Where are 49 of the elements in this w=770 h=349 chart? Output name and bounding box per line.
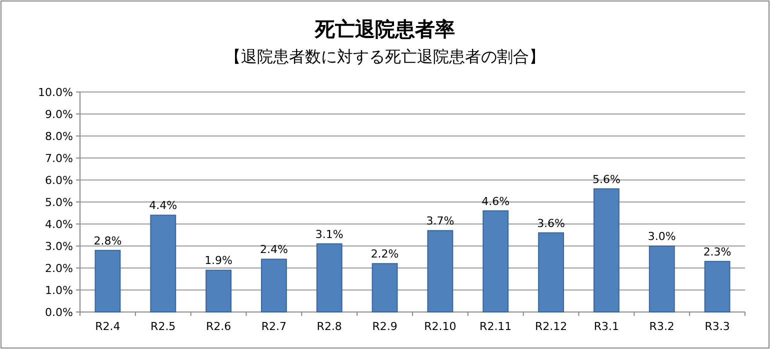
x-tick-label: R2.5 [150, 320, 176, 333]
data-label: 1.9% [204, 254, 233, 268]
y-tick-label: 5.0% [45, 196, 73, 209]
data-label: 3.7% [426, 214, 454, 228]
bar [94, 250, 121, 312]
x-tick-label: R3.3 [704, 320, 730, 333]
bar [372, 263, 398, 312]
data-label: 2.3% [703, 245, 732, 258]
data-label: 3.6% [537, 216, 566, 230]
y-tick-label: 4.0% [45, 218, 73, 231]
y-tick-label: 0.0% [45, 306, 73, 319]
bar [593, 188, 620, 312]
bar [316, 243, 342, 312]
data-label: 5.6% [592, 172, 620, 186]
chart-subtitle: 【退院患者数に対する死亡退院患者の割合】 [225, 47, 545, 66]
y-tick-label: 6.0% [45, 174, 73, 187]
y-tick-label: 3.0% [45, 240, 73, 253]
x-tick-label: R2.10 [424, 320, 456, 333]
y-tick-label: 9.0% [45, 108, 73, 121]
data-label: 3.1% [315, 228, 344, 241]
data-label: 2.4% [260, 243, 288, 256]
data-label: 3.0% [648, 230, 676, 243]
x-tick-label: R2.8 [316, 320, 342, 333]
data-label: 4.6% [482, 194, 510, 208]
x-tick-label: R2.12 [534, 320, 568, 333]
y-tick-label: 1.0% [45, 284, 73, 297]
chart-title: 死亡退院患者率 [314, 17, 455, 41]
bar [538, 232, 564, 312]
bar [206, 270, 232, 312]
data-label: 2.2% [370, 248, 399, 261]
y-tick-label: 2.0% [45, 262, 73, 275]
bar [482, 210, 509, 312]
bar [427, 230, 454, 312]
bar [260, 258, 287, 312]
x-tick-label: R2.11 [480, 320, 512, 333]
data-label: 2.8% [94, 234, 122, 248]
x-tick-label: R3.2 [649, 320, 674, 333]
x-tick-label: R2.7 [261, 320, 287, 333]
x-tick-label: R2.9 [372, 320, 398, 333]
y-tick-label: 10.0% [38, 86, 73, 99]
x-tick-label: R3.1 [594, 320, 620, 333]
bar [150, 214, 176, 312]
x-tick-label: R2.6 [206, 320, 232, 333]
bar [704, 260, 730, 312]
data-label: 4.4% [149, 199, 178, 212]
bar [648, 246, 675, 312]
x-tick-label: R2.4 [95, 320, 120, 333]
y-tick-label: 7.0% [45, 152, 73, 165]
y-tick-label: 8.0% [45, 130, 73, 143]
